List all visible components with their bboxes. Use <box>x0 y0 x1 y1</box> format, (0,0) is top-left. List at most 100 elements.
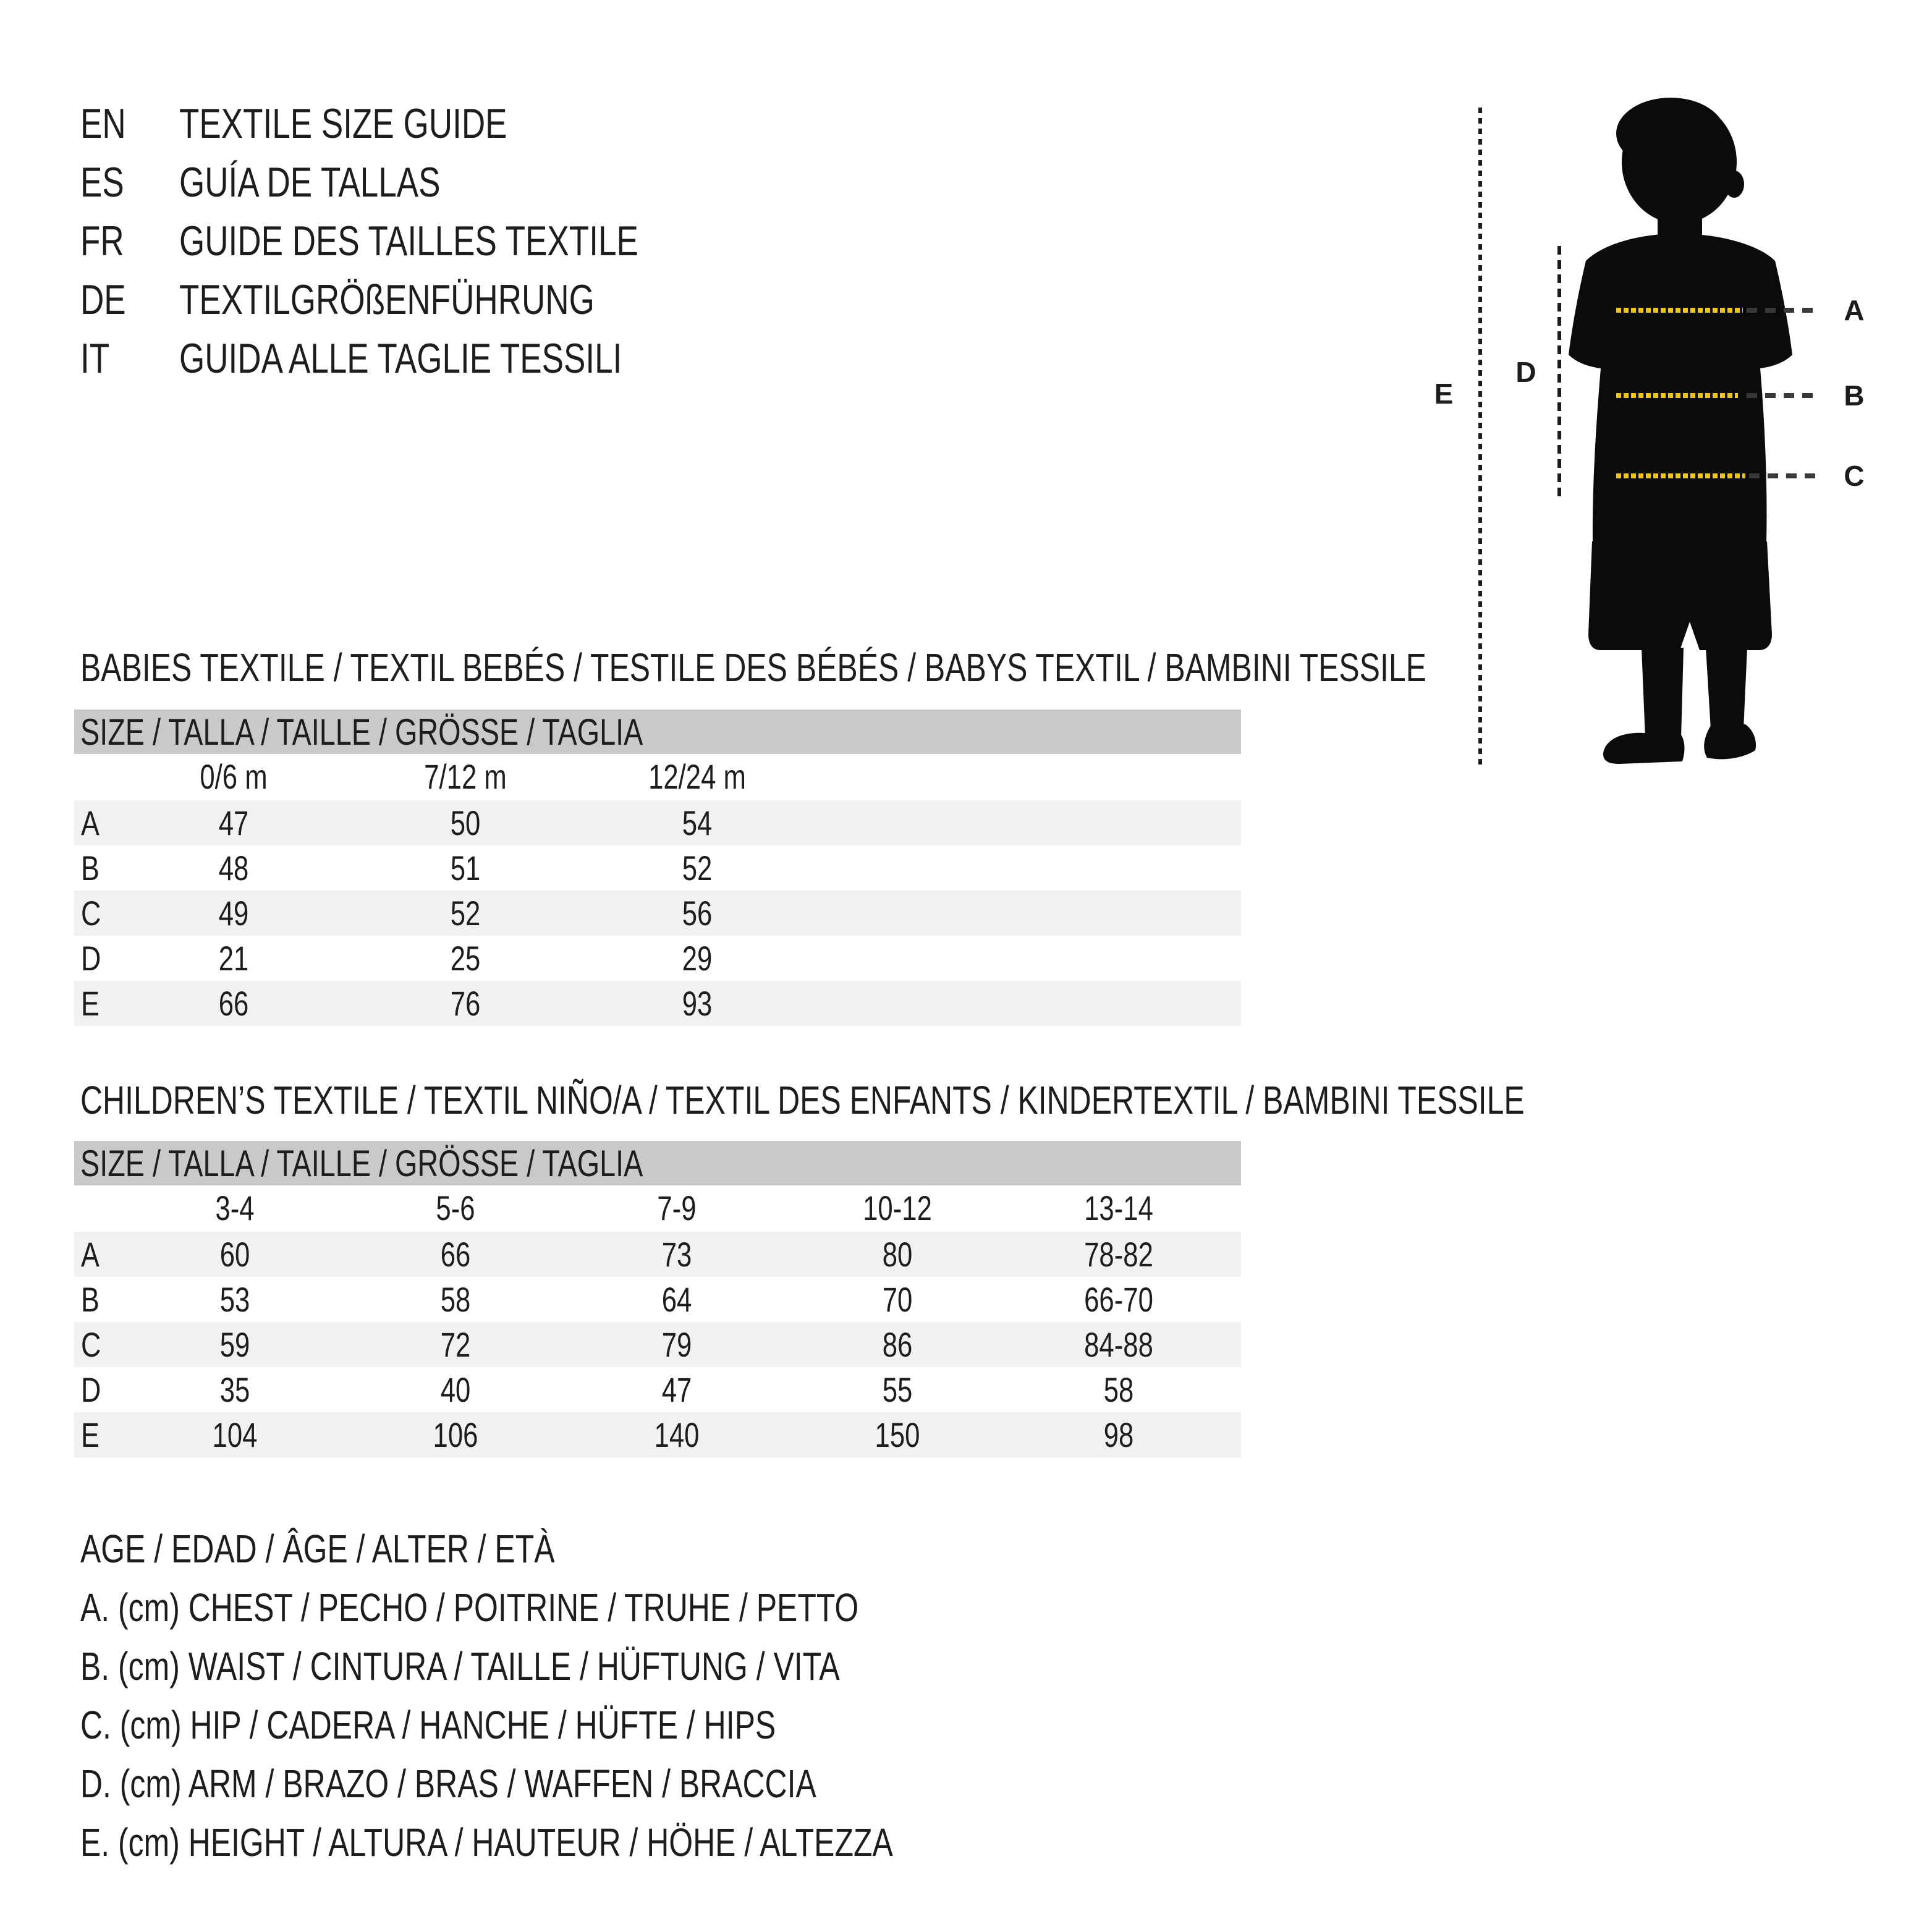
column-header-row: 0/6 m 7/12 m 12/24 m <box>74 754 1241 799</box>
table-row: E 66 76 93 <box>74 981 1241 1026</box>
table-row: A 47 50 54 <box>74 800 1241 845</box>
table-cell-text: 55 <box>882 1370 913 1409</box>
table-cell: 84-88 <box>1074 1322 1163 1367</box>
row-letter-text: C <box>81 894 101 933</box>
figure-label-b: B <box>1844 379 1865 412</box>
children-section-title-text: CHILDREN’S TEXTILE / TEXTIL NIÑO/A / TEX… <box>80 1078 1525 1122</box>
legend-line-text: D. (cm) ARM / BRAZO / BRAS / WAFFEN / BR… <box>80 1761 816 1806</box>
row-letter-text: E <box>81 984 100 1023</box>
language-label: GUIDE DES TAILLES TEXTILE <box>179 217 768 265</box>
language-row: EN TEXTILE SIZE GUIDE <box>80 94 768 153</box>
column-header-row: 3-4 5-6 7-9 10-12 13-14 <box>74 1185 1241 1231</box>
legend-line: A. (cm) CHEST / PECHO / POITRINE / TRUHE… <box>80 1578 1122 1637</box>
language-code-text: FR <box>80 217 124 265</box>
table-cell: 66 <box>214 981 253 1026</box>
babies-section-title: BABIES TEXTILE / TEXTIL BEBÉS / TESTILE … <box>80 643 1806 692</box>
row-letter-text: D <box>81 1370 101 1409</box>
language-row: FR GUIDE DES TAILLES TEXTILE <box>80 211 768 270</box>
row-letter-text: C <box>81 1325 101 1364</box>
row-letter: E <box>81 1412 104 1457</box>
table-cell: 58 <box>1099 1367 1138 1412</box>
row-letter: D <box>81 936 106 981</box>
table-cell-text: 140 <box>654 1415 700 1454</box>
table-row: D 21 25 29 <box>74 936 1241 981</box>
table-cell-text: 54 <box>682 803 713 842</box>
language-code-text: ES <box>80 158 124 206</box>
table-cell-text: 78-82 <box>1084 1235 1153 1274</box>
table-cell: 76 <box>446 981 485 1026</box>
figure-label-d: D <box>1515 356 1536 388</box>
arm-measure-dashed-line <box>1557 246 1561 501</box>
table-cell-text: 106 <box>433 1415 478 1454</box>
language-label: GUIDA ALLE TAGLIE TESSILI <box>179 334 747 383</box>
table-cell-text: 64 <box>661 1280 692 1319</box>
table-cell-text: 66 <box>218 984 249 1023</box>
language-row: ES GUÍA DE TALLAS <box>80 153 768 211</box>
table-cell: 54 <box>678 800 716 845</box>
table-cell-text: 70 <box>882 1280 913 1319</box>
table-cell-text: 80 <box>882 1235 913 1274</box>
babies-size-header-bar: SIZE / TALLA / TAILLE / GRÖSSE / TAGLIA <box>74 710 1241 754</box>
column-header-text: 5-6 <box>436 1188 475 1227</box>
language-label-text: GUIDA ALLE TAGLIE TESSILI <box>179 334 622 382</box>
table-cell-text: 49 <box>218 894 249 933</box>
row-letter-text: A <box>81 1235 100 1274</box>
table-cell: 104 <box>206 1412 263 1457</box>
babies-size-table: SIZE / TALLA / TAILLE / GRÖSSE / TAGLIA … <box>74 710 1241 1026</box>
legend-line-text: B. (cm) WAIST / CINTURA / TAILLE / HÜFTU… <box>80 1643 840 1688</box>
table-cell: 56 <box>678 891 716 936</box>
table-cell-text: 76 <box>450 984 481 1023</box>
language-row: DE TEXTILGRÖßENFÜHRUNG <box>80 270 768 329</box>
language-code: EN <box>80 100 179 148</box>
table-cell-text: 40 <box>440 1370 471 1409</box>
table-row: B 48 51 52 <box>74 845 1241 891</box>
column-header-cell: 12/24 m <box>635 754 760 799</box>
language-code-text: EN <box>80 100 126 147</box>
row-letter: C <box>81 891 106 936</box>
table-cell-text: 150 <box>875 1415 920 1454</box>
column-header-cell: 0/6 m <box>190 754 277 799</box>
table-cell: 98 <box>1099 1412 1138 1457</box>
row-letter-text: E <box>81 1415 100 1454</box>
table-cell-text: 59 <box>219 1325 250 1364</box>
legend-line-text: C. (cm) HIP / CADERA / HANCHE / HÜFTE / … <box>80 1702 776 1747</box>
legend-line-text: AGE / EDAD / ÂGE / ALTER / ETÀ <box>80 1526 555 1571</box>
legend-line: E. (cm) HEIGHT / ALTURA / HAUTEUR / HÖHE… <box>80 1813 1122 1871</box>
figure-label-c: C <box>1844 460 1865 492</box>
row-letter: A <box>81 1232 104 1277</box>
babies-size-header-text: SIZE / TALLA / TAILLE / GRÖSSE / TAGLIA <box>80 711 643 753</box>
row-letter-text: B <box>81 1280 100 1319</box>
table-cell: 80 <box>878 1232 917 1277</box>
table-cell-text: 84-88 <box>1084 1325 1153 1364</box>
waist-measure-line-yellow <box>1616 393 1738 398</box>
measurement-legend: AGE / EDAD / ÂGE / ALTER / ETÀ A. (cm) CH… <box>80 1519 1122 1871</box>
table-cell-text: 56 <box>682 894 713 933</box>
table-cell: 47 <box>658 1367 696 1412</box>
table-cell: 106 <box>426 1412 484 1457</box>
table-row: C 59 72 79 86 84-88 <box>74 1322 1241 1367</box>
children-section-title: CHILDREN’S TEXTILE / TEXTIL NIÑO/A / TEX… <box>80 1075 1932 1125</box>
language-title-list: EN TEXTILE SIZE GUIDE ES GUÍA DE TALLAS FR GU… <box>80 94 768 388</box>
table-row: A 60 66 73 80 78-82 <box>74 1232 1241 1277</box>
table-cell: 25 <box>446 936 485 981</box>
row-letter: A <box>81 800 104 845</box>
table-row: E 104 106 140 150 98 <box>74 1412 1241 1457</box>
table-cell: 140 <box>648 1412 705 1457</box>
table-cell: 40 <box>436 1367 475 1412</box>
language-code: IT <box>80 334 179 383</box>
column-header-cell: 3-4 <box>210 1185 260 1231</box>
column-header-text: 7/12 m <box>424 757 507 796</box>
table-cell-text: 104 <box>212 1415 258 1454</box>
table-cell: 52 <box>446 891 485 936</box>
table-cell-text: 25 <box>450 939 481 978</box>
legend-line: D. (cm) ARM / BRAZO / BRAS / WAFFEN / BR… <box>80 1754 1122 1813</box>
figure-label-e: E <box>1434 378 1454 410</box>
children-size-table: SIZE / TALLA / TAILLE / GRÖSSE / TAGLIA … <box>74 1141 1241 1457</box>
table-cell: 35 <box>216 1367 254 1412</box>
table-cell-text: 35 <box>219 1370 250 1409</box>
table-cell-text: 47 <box>661 1370 692 1409</box>
table-cell-text: 58 <box>1103 1370 1134 1409</box>
table-cell-text: 93 <box>682 984 713 1023</box>
table-row: C 49 52 56 <box>74 891 1241 936</box>
